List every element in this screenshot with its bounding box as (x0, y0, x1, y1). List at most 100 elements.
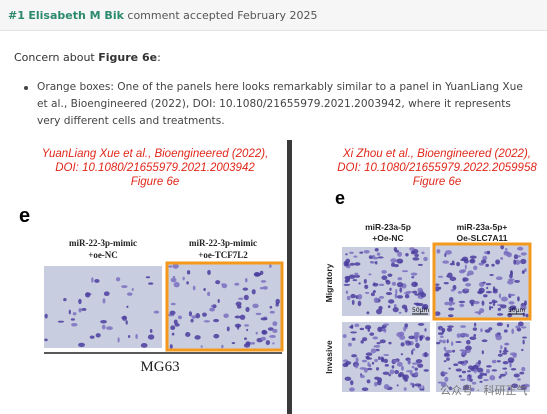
cell (502, 361, 509, 365)
cell (360, 340, 364, 344)
cell (397, 277, 403, 281)
cell (346, 295, 351, 301)
cell (512, 353, 517, 358)
cell (464, 349, 471, 354)
cell (507, 280, 514, 285)
author[interactable]: Elisabeth M Bik (28, 9, 124, 22)
cell (436, 249, 441, 254)
cell (366, 357, 373, 360)
micrograph (168, 264, 281, 349)
cell (464, 384, 470, 390)
cell (509, 362, 512, 367)
cell (364, 284, 369, 290)
cell (349, 325, 353, 329)
cell (491, 369, 498, 372)
cell (517, 321, 524, 327)
cell (200, 345, 203, 348)
cell (482, 255, 488, 260)
cell (396, 384, 399, 387)
cell (417, 322, 425, 326)
highlight-box (165, 261, 284, 352)
cell (348, 342, 352, 347)
scale-bar: 50μm (508, 307, 525, 314)
cell (405, 290, 413, 294)
cell (252, 303, 259, 309)
cell (374, 381, 378, 387)
cell (448, 307, 455, 311)
cell (461, 349, 466, 356)
cell (374, 261, 378, 265)
cell (401, 365, 404, 371)
cell (449, 276, 457, 282)
cell (455, 341, 462, 344)
cell (466, 375, 470, 382)
cell (440, 335, 444, 339)
cell (508, 360, 514, 364)
cell (254, 272, 262, 277)
cell (491, 300, 498, 304)
cell (417, 294, 420, 299)
cell (513, 254, 519, 260)
cell (378, 356, 381, 361)
cell (443, 360, 447, 363)
cell (485, 290, 492, 294)
cell (463, 288, 470, 291)
cell (396, 295, 404, 299)
cell (504, 247, 508, 251)
cell (405, 252, 409, 257)
cell (498, 293, 502, 299)
cell (272, 342, 275, 345)
cell (502, 349, 509, 353)
cell (423, 256, 428, 262)
cell (351, 354, 358, 358)
cell (78, 342, 86, 348)
cell (354, 272, 359, 276)
cell (438, 332, 444, 335)
cell (89, 335, 95, 339)
watermark: 公众号 · 科研正气 (440, 383, 528, 397)
cell (519, 371, 525, 375)
cell (115, 277, 121, 282)
cell (365, 352, 373, 356)
cell (131, 288, 134, 291)
bullet-text: Orange boxes: One of the panels here loo… (37, 81, 523, 127)
cell (272, 328, 278, 333)
comment-number[interactable]: #1 (8, 9, 25, 22)
cell (496, 360, 501, 363)
cell (473, 322, 477, 327)
cell (417, 287, 423, 293)
cell (375, 348, 380, 352)
cell (375, 367, 380, 371)
cell (244, 337, 247, 341)
cell (185, 332, 191, 337)
cell (212, 304, 217, 309)
cell (450, 288, 455, 292)
cell (461, 256, 469, 262)
cell (359, 251, 364, 254)
cell (383, 323, 390, 326)
cell (244, 278, 248, 283)
cell (485, 282, 492, 286)
cell (368, 255, 373, 259)
cell (521, 366, 526, 372)
cell (215, 280, 221, 285)
cell (349, 251, 354, 255)
cell (411, 349, 414, 355)
cell (497, 353, 503, 357)
cell (388, 373, 391, 377)
cell (483, 294, 488, 298)
cell (522, 339, 525, 345)
cell (409, 369, 413, 376)
cell (500, 244, 505, 250)
cell (345, 276, 351, 283)
cell (44, 313, 48, 319)
cell (239, 314, 246, 320)
cell-line: MG63 (140, 359, 179, 375)
cell (517, 296, 520, 302)
divider (287, 140, 292, 414)
cell (462, 277, 469, 282)
row-label: Migratory (324, 263, 334, 302)
cell (207, 269, 211, 276)
cell (376, 252, 381, 256)
cell (442, 339, 446, 344)
